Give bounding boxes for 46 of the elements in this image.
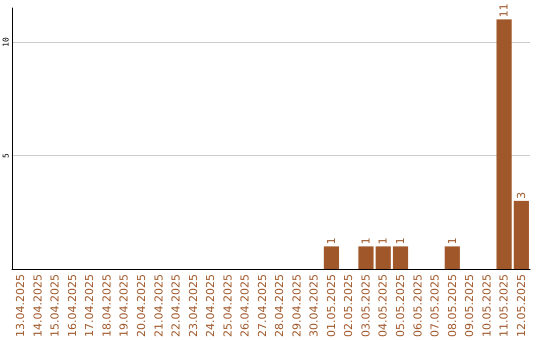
x-tick-label: 15.04.2025 xyxy=(48,274,62,338)
x-tick-label: 14.04.2025 xyxy=(31,274,44,338)
x-tick-label: 13.04.2025 xyxy=(14,274,28,338)
bar xyxy=(376,246,391,270)
data-label: 1 xyxy=(376,237,390,244)
x-tick-label: 21.04.2025 xyxy=(152,274,166,338)
x-tick-label: 10.05.2025 xyxy=(480,274,494,338)
x-tick-label: 26.04.2025 xyxy=(238,274,252,338)
x-tick-label: 30.04.2025 xyxy=(308,274,321,338)
x-tick-label: 17.04.2025 xyxy=(83,274,96,338)
x-tick-label: 20.04.2025 xyxy=(135,274,148,338)
x-tick-label: 24.04.2025 xyxy=(204,274,218,338)
x-tick-label: 02.05.2025 xyxy=(342,274,356,338)
x-tick-label: 09.05.2025 xyxy=(463,274,476,338)
x-tick-label: 03.05.2025 xyxy=(359,274,372,338)
bar xyxy=(514,200,529,270)
x-tick-label: 25.04.2025 xyxy=(221,274,234,338)
x-tick-label: 16.04.2025 xyxy=(66,274,79,338)
x-tick-label: 29.04.2025 xyxy=(290,274,304,338)
bar xyxy=(496,19,512,270)
bar xyxy=(392,246,408,270)
x-tick-label: 22.04.2025 xyxy=(170,274,183,338)
x-tick-label: 04.05.2025 xyxy=(376,274,390,338)
x-tick-label: 12.05.2025 xyxy=(514,274,528,338)
x-tick-label: 01.05.2025 xyxy=(324,274,338,338)
data-label: 1 xyxy=(394,237,407,244)
data-label: 1 xyxy=(359,237,372,244)
bar xyxy=(444,246,460,270)
y-tick-label: 5 xyxy=(2,152,10,158)
bar xyxy=(324,246,340,270)
x-tick-label: 08.05.2025 xyxy=(446,274,459,338)
data-label: 1 xyxy=(324,237,338,244)
x-tick-label: 06.05.2025 xyxy=(411,274,424,338)
x-tick-label: 27.04.2025 xyxy=(256,274,269,338)
data-label: 3 xyxy=(514,192,528,199)
x-tick-label: 28.04.2025 xyxy=(273,274,286,338)
x-tick-label: 19.04.2025 xyxy=(118,274,131,338)
x-tick-label: 23.04.2025 xyxy=(186,274,200,338)
data-label: 1 xyxy=(446,237,459,244)
x-tick-label: 11.05.2025 xyxy=(498,274,511,338)
x-tick-label: 18.04.2025 xyxy=(100,274,114,338)
x-tick-label: 07.05.2025 xyxy=(428,274,442,338)
x-tick-label: 05.05.2025 xyxy=(394,274,407,338)
y-tick-label: 10 xyxy=(2,37,10,47)
bar xyxy=(358,246,374,270)
data-label: 11 xyxy=(498,3,511,18)
